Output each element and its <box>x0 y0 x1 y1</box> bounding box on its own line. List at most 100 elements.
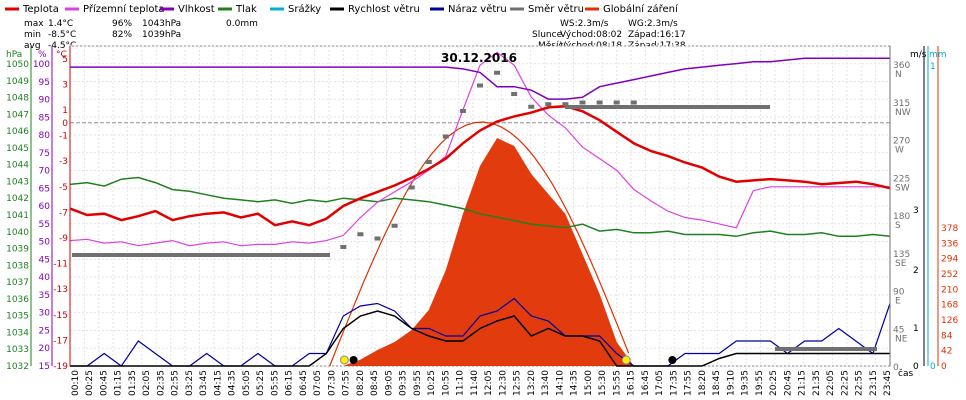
x-tick: 03:45 <box>199 370 209 396</box>
x-tick: 16:45 <box>641 370 651 396</box>
axis-wm2-tick: 210 <box>941 285 958 295</box>
x-tick: 19:55 <box>755 370 765 396</box>
x-tick: 12:30 <box>498 370 508 396</box>
axis-temp-tick: 5 <box>62 55 68 65</box>
axis-pct-tick: 45 <box>39 255 50 265</box>
axis-temp-tick: -5 <box>59 183 68 193</box>
axis-pct-tick: 35 <box>39 291 50 301</box>
left-axes: hPa% °C1050104910481047104610451044104310… <box>6 46 71 372</box>
x-axis-label: čas <box>898 368 913 379</box>
x-tick: 15:00 <box>584 370 594 396</box>
wind-direction-point <box>425 160 432 164</box>
legend-item: Rychlost větru <box>330 3 420 15</box>
wind-direction-point <box>511 92 518 96</box>
x-tick: 08:45 <box>370 370 380 396</box>
axis-temp-tick: -17 <box>53 336 68 346</box>
x-tick: 02:35 <box>156 370 166 396</box>
stat-max-hum: 96% <box>112 19 132 29</box>
wind-direction-point <box>545 102 552 107</box>
legend-item: Globální záření <box>585 3 679 15</box>
axis-dir-tick: 225 <box>893 174 910 184</box>
x-tick: 10:25 <box>427 370 437 396</box>
legend-label: Přízemní teplota <box>83 3 165 15</box>
x-tick: 06:15 <box>285 370 295 396</box>
x-tick: 02:55 <box>171 370 181 396</box>
axis-hpa-tick: 1035 <box>6 312 29 322</box>
axis-pct-tick: 100 <box>33 60 50 70</box>
axis-mm-tick: 0 <box>930 362 936 372</box>
legend-label: Globální záření <box>603 3 679 15</box>
axis-hpa-tick: 1044 <box>6 161 29 171</box>
stat-max-press: 1043hPa <box>142 19 181 29</box>
axis-pct-tick: 50 <box>39 238 51 248</box>
axis-pct-tick: 25 <box>39 326 50 336</box>
wind-direction-point <box>565 105 770 109</box>
axis-hpa-tick: 1049 <box>6 77 29 87</box>
axis-temp-tick: 0 <box>62 119 68 129</box>
axis-pct-tick: 15 <box>39 362 50 372</box>
wind-direction-point <box>613 100 620 105</box>
axis-hpa-tick: 1048 <box>6 94 29 104</box>
wind-direction-point <box>596 100 603 105</box>
stat-max-label: max <box>24 19 44 29</box>
series-smer-vetru <box>72 70 877 351</box>
legend-item: Přízemní teplota <box>65 3 165 15</box>
sunrise-icon <box>339 355 349 365</box>
axis-dir-label: N <box>895 70 902 80</box>
x-tick: 09:35 <box>399 370 409 396</box>
axis-pct-tick: 90 <box>39 96 51 106</box>
legend-label: Směr větru <box>528 3 584 15</box>
series-teplota <box>69 104 891 227</box>
axis-dir-label: SE <box>895 259 907 269</box>
axis-hpa-tick: 1037 <box>6 278 29 288</box>
series-globalni-zareni <box>70 138 890 366</box>
x-tick: 20:45 <box>783 370 793 396</box>
axis-pct-tick: 60 <box>39 202 51 212</box>
stat-min-temp: -8.5°C <box>48 30 76 40</box>
x-tick: 17:55 <box>684 370 694 396</box>
stat-avg-label: avg <box>24 41 41 51</box>
x-tick: 00:10 <box>71 370 81 396</box>
stat-max-temp: 1.4°C <box>48 19 73 29</box>
legend-item: Srážky <box>270 3 321 15</box>
axis-hpa-tick: 1032 <box>6 362 29 372</box>
stat-min-press: 1039hPa <box>142 30 181 40</box>
axis-pct-tick: 95 <box>39 78 50 88</box>
x-axis: 00:10 00:25 00:45 01:15 01:35 02:05 02:35 02:55… <box>71 368 913 396</box>
series-rychlost-vetru <box>70 310 890 367</box>
x-tick: 14:10 <box>555 370 565 396</box>
axis-pct-tick: 70 <box>39 167 51 177</box>
wind-direction-point <box>357 232 364 237</box>
x-tick: 01:35 <box>128 370 138 396</box>
x-tick: 07:55 <box>342 370 352 396</box>
axis-ms-tick: 2 <box>913 266 919 276</box>
x-tick: 18:20 <box>698 370 708 396</box>
x-tick: 16:15 <box>627 370 637 396</box>
x-tick: 09:55 <box>413 370 423 396</box>
x-tick: 09:05 <box>384 370 394 396</box>
x-tick: 05:55 <box>270 370 280 396</box>
wind-direction-point <box>340 245 347 249</box>
x-tick: 12:55 <box>513 370 523 396</box>
legend-label: Teplota <box>22 4 59 15</box>
wind-direction-point <box>374 236 381 241</box>
axis-temp-unit: °C <box>56 50 67 60</box>
x-tick: 05:05 <box>242 370 252 396</box>
stat-max-rain: 0.0mm <box>226 19 258 29</box>
wind-direction-point <box>408 185 415 190</box>
x-tick: 01:15 <box>114 370 124 396</box>
legend-item: Tlak <box>218 4 257 15</box>
legend-label: Rychlost větru <box>348 3 420 15</box>
plot-area <box>69 45 891 367</box>
x-tick: 17:35 <box>669 370 679 396</box>
x-tick: 20:25 <box>769 370 779 396</box>
axis-temp-tick: -7 <box>59 208 68 218</box>
axis-hpa-tick: 1045 <box>6 144 29 154</box>
wind-direction-point <box>72 253 330 257</box>
x-tick: 04:35 <box>228 370 238 396</box>
x-tick: 15:55 <box>612 370 622 396</box>
legend-item: Směr větru <box>510 3 584 15</box>
axis-ms-unit: m/s <box>910 50 927 60</box>
x-tick: 23:15 <box>869 370 879 396</box>
